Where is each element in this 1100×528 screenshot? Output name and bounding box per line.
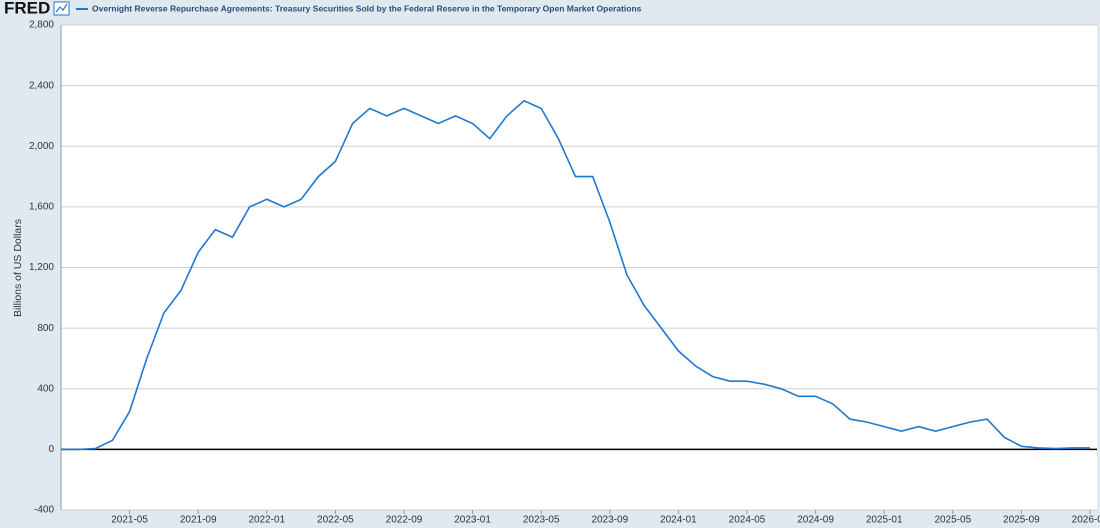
x-tick-label: 2025-09	[1003, 515, 1040, 526]
x-tick-label: 2022-05	[317, 515, 354, 526]
x-tick-label: 2024-09	[797, 515, 834, 526]
x-tick-label: 2024-01	[660, 515, 697, 526]
logo-icon	[53, 1, 70, 16]
x-tick-label: 2021-09	[180, 515, 217, 526]
x-tick-label: 2023-05	[523, 515, 560, 526]
logo[interactable]: FRED	[4, 0, 50, 17]
y-tick-label: 400	[37, 383, 54, 394]
y-tick-label: -400	[34, 505, 54, 516]
y-tick-label: 2,400	[29, 80, 54, 91]
x-tick-label: 2022-09	[386, 515, 423, 526]
x-tick-label: 2021-05	[111, 515, 148, 526]
legend-label: Overnight Reverse Repurchase Agreements:…	[92, 3, 642, 13]
x-tick-label: 2023-01	[454, 515, 491, 526]
x-tick-label: 2025-05	[934, 515, 971, 526]
y-tick-label: 800	[37, 323, 54, 334]
y-tick-label: 1,600	[29, 202, 54, 213]
y-tick-label: 1,200	[29, 262, 54, 273]
x-tick-label: 2024-05	[729, 515, 766, 526]
x-tick-label: 2023-09	[591, 515, 628, 526]
y-tick-label: 2,000	[29, 141, 54, 152]
y-tick-label: 2,800	[29, 20, 54, 31]
y-axis-label: Billions of US Dollars	[12, 219, 24, 317]
x-tick-label: 2026-01	[1072, 515, 1100, 526]
series-line	[61, 99, 1090, 451]
x-tick-label: 2025-01	[866, 515, 903, 526]
x-tick-label: 2022-01	[248, 515, 285, 526]
y-tick-label: 0	[48, 444, 54, 455]
